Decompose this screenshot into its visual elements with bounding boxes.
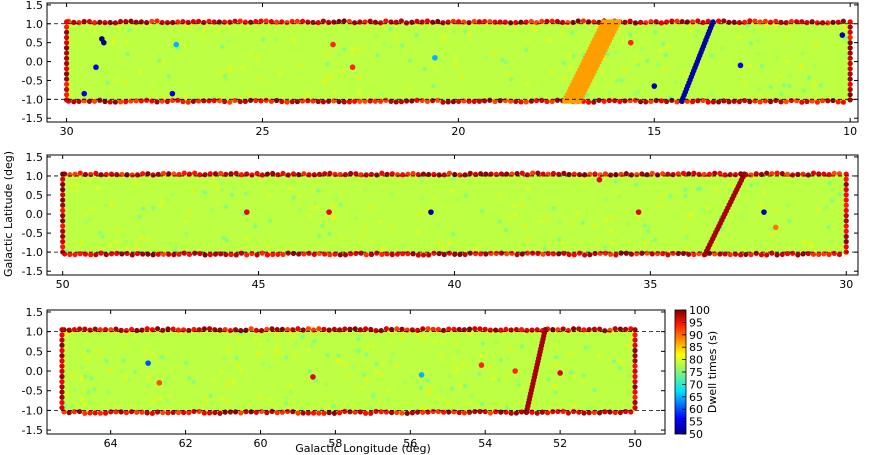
x-tick-label: 30 xyxy=(60,125,74,138)
data-point xyxy=(244,209,250,215)
y-tick-label: -1.5 xyxy=(22,112,43,125)
data-point xyxy=(145,360,151,366)
colorbar-label: Dwell times (s) xyxy=(706,331,719,413)
y-tick-label: -1.0 xyxy=(22,404,43,417)
data-point xyxy=(772,224,779,231)
y-tick-label: -1.0 xyxy=(22,93,43,106)
boundary-pointings xyxy=(60,170,849,258)
colorbar-tick-label: 80 xyxy=(689,354,703,367)
data-point xyxy=(101,39,107,46)
data-point xyxy=(428,209,434,215)
data-point xyxy=(512,368,518,374)
data-point xyxy=(761,209,767,215)
y-tick-label: 0.0 xyxy=(26,56,44,69)
panel-1: 30 25 20 15 10 1.5 1.0 0.5 0.0 -0.5 -1.0 -1.5 xyxy=(22,0,859,138)
y-tick-label: 0.5 xyxy=(26,189,44,202)
y-tick-label: -1.5 xyxy=(22,265,43,278)
colorbar-tick-label: 60 xyxy=(689,403,703,416)
colorbar-tick-label: 100 xyxy=(689,304,710,317)
y-tick-label: 1.0 xyxy=(26,18,44,31)
boundary-pointings xyxy=(59,326,638,416)
data-point xyxy=(310,374,316,380)
y-tick-label: -1.5 xyxy=(22,424,43,437)
x-tick-label: 64 xyxy=(104,437,118,450)
data-point xyxy=(635,209,642,215)
x-tick-label: 52 xyxy=(553,437,567,450)
axes-frame xyxy=(46,2,859,123)
y-tick-label: 1.0 xyxy=(26,170,44,183)
x-tick-label: 50 xyxy=(628,437,642,450)
x-tick-label: 50 xyxy=(56,278,70,291)
data-point xyxy=(349,64,356,71)
axes-frame xyxy=(46,309,666,435)
colorbar-tick-label: 65 xyxy=(689,391,703,404)
x-tick-label: 25 xyxy=(255,125,269,138)
y-axis-label: Galactic Latitude (deg) xyxy=(2,151,15,277)
y-tick-label: 1.5 xyxy=(26,0,44,12)
survey-coverage xyxy=(61,329,636,413)
x-tick-label: 58 xyxy=(328,437,342,450)
data-point xyxy=(93,64,99,71)
colorbar-tick-label: 55 xyxy=(689,416,703,429)
data-point xyxy=(326,209,332,215)
y-tick-label: 1.5 xyxy=(26,306,44,319)
colorbar-tick-label: 95 xyxy=(689,316,703,329)
x-tick-label: 45 xyxy=(252,278,266,291)
data-point xyxy=(330,41,336,48)
y-tick-label: 0.5 xyxy=(26,37,44,50)
y-tick-label: 1.0 xyxy=(26,326,44,339)
stripe-2 xyxy=(678,19,716,104)
data-point xyxy=(478,362,485,368)
colorbar-tick-label: 85 xyxy=(689,341,703,354)
data-point xyxy=(169,90,176,97)
data-point xyxy=(81,90,88,97)
survey-coverage xyxy=(66,21,851,102)
stripe-1 xyxy=(562,19,621,104)
y-tick-label: -0.5 xyxy=(22,385,43,398)
x-tick-label: 30 xyxy=(839,278,853,291)
y-tick-label: -1.0 xyxy=(22,246,43,259)
colorbar-tick-label: 90 xyxy=(689,329,703,342)
data-point xyxy=(596,176,603,183)
y-tick-label: -0.5 xyxy=(22,74,43,87)
x-tick-label: 62 xyxy=(179,437,193,450)
coverage-texture xyxy=(64,171,849,256)
x-tick-label: 35 xyxy=(643,278,657,291)
survey-coverage xyxy=(62,174,847,255)
x-tick-label: 40 xyxy=(447,278,461,291)
data-point xyxy=(173,41,180,48)
x-tick-label: 10 xyxy=(843,125,857,138)
coverage-texture xyxy=(64,19,850,103)
axes-frame xyxy=(46,154,859,276)
x-tick-label: 56 xyxy=(403,437,417,450)
colorbar-tick-label: 70 xyxy=(689,378,703,391)
x-tick-label: 54 xyxy=(478,437,492,450)
y-tick-label: 1.5 xyxy=(26,151,44,164)
data-point xyxy=(627,39,634,46)
data-point xyxy=(737,62,744,69)
y-tick-label: 0.0 xyxy=(26,208,44,221)
data-point xyxy=(418,372,425,378)
x-tick-label: 20 xyxy=(451,125,465,138)
colorbar-tick-label: 75 xyxy=(689,366,703,379)
stripe-1 xyxy=(702,171,748,257)
data-point xyxy=(156,380,163,386)
y-tick-label: -0.5 xyxy=(22,227,43,240)
colorbar-tick-label: 50 xyxy=(689,428,703,441)
panel-3: 64 62 60 58 56 54 52 50 1.5 1.0 0.5 0.0 -0.5 -1.0 -1.5 xyxy=(22,306,666,450)
y-tick-label: 0.0 xyxy=(26,365,44,378)
x-tick-label: 15 xyxy=(647,125,661,138)
x-axis-label: Galactic Longitude (deg) xyxy=(295,442,431,455)
data-point xyxy=(651,83,658,89)
coverage-texture xyxy=(61,327,637,415)
data-point xyxy=(432,54,438,61)
x-tick-label: 60 xyxy=(253,437,267,450)
data-point xyxy=(839,32,846,38)
y-tick-label: 0.5 xyxy=(26,345,44,358)
panel-2: 50 45 40 35 30 1.5 1.0 0.5 0.0 -0.5 -1.0 -1.5 xyxy=(22,151,859,291)
data-point xyxy=(557,370,563,376)
